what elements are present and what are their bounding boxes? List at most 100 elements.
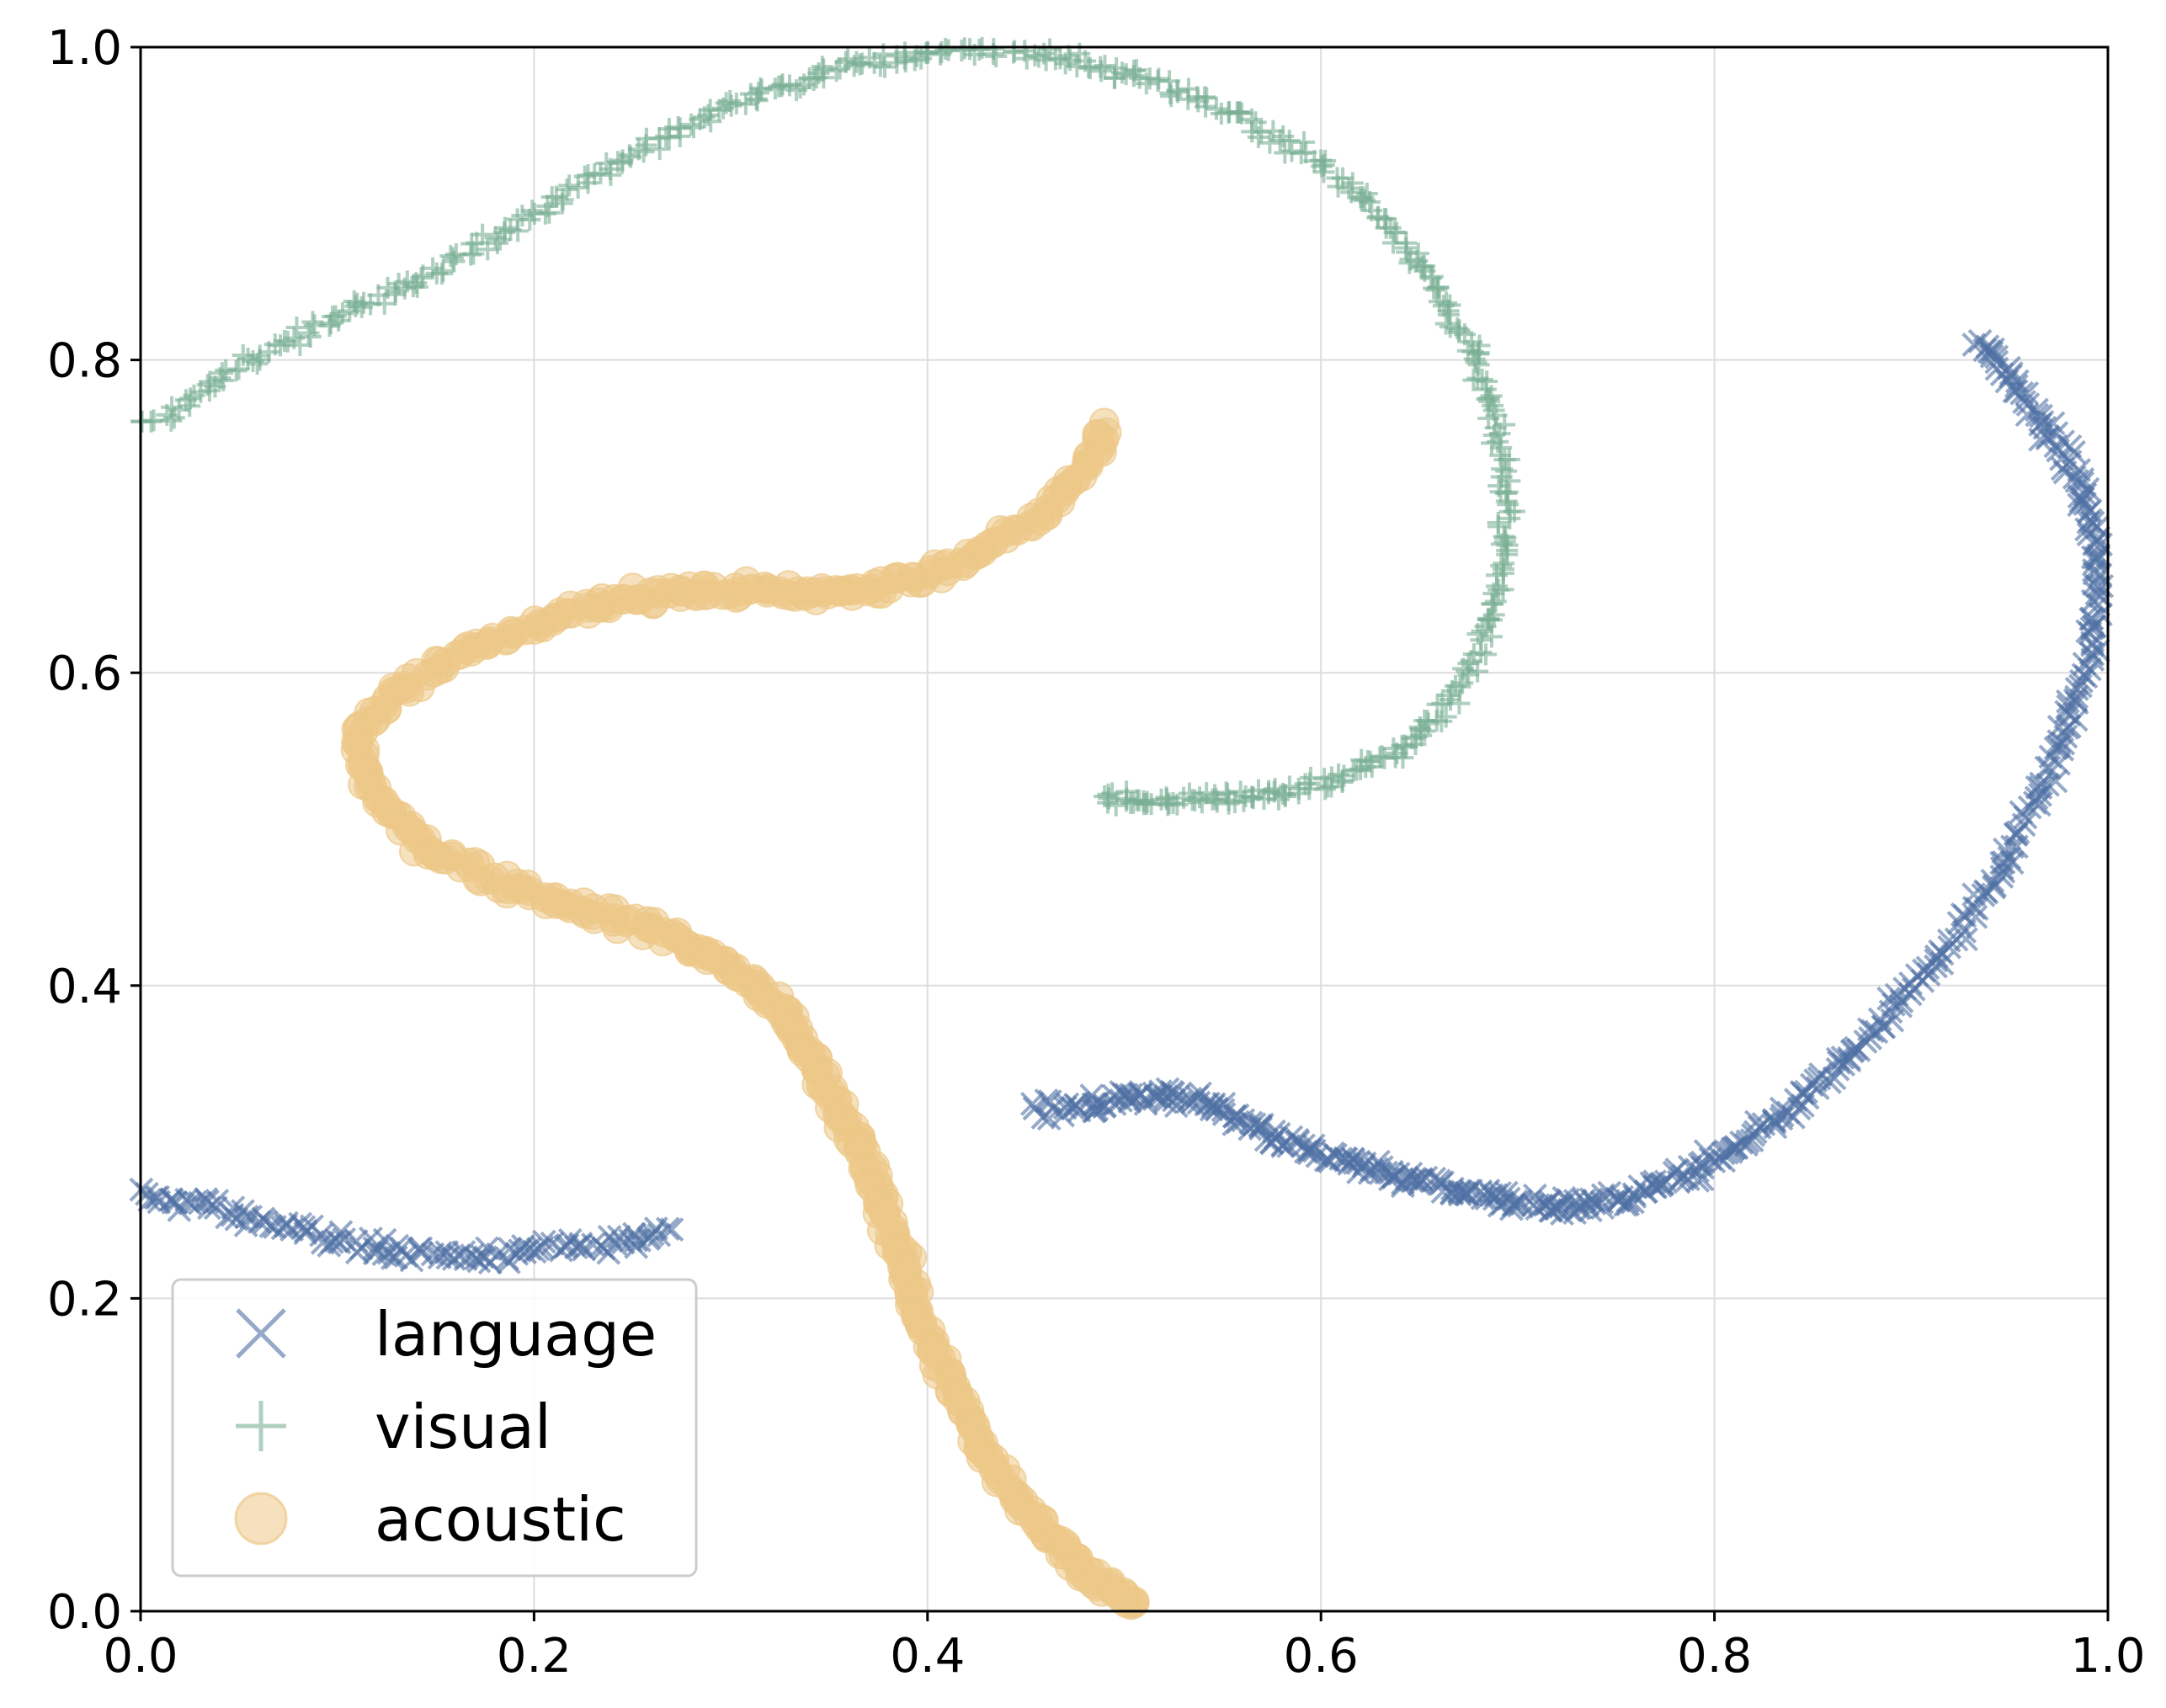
data-point <box>1434 705 1457 728</box>
data-point <box>167 1198 192 1222</box>
data-point <box>299 326 322 349</box>
x-tick-label: 0.8 <box>1677 1629 1752 1684</box>
data-point <box>399 1248 424 1273</box>
data-point <box>1493 530 1516 553</box>
x-tick-label: 0.0 <box>103 1629 178 1684</box>
data-point <box>212 369 235 391</box>
data-point <box>451 1240 476 1264</box>
data-point <box>353 291 375 314</box>
data-point <box>1054 52 1077 75</box>
data-point <box>1115 780 1138 803</box>
y-tick-label: 0.0 <box>47 1585 122 1640</box>
data-point <box>1817 1069 1842 1094</box>
data-point <box>1408 716 1431 738</box>
data-point <box>2078 641 2104 666</box>
data-point <box>567 177 589 200</box>
data-point <box>1211 1098 1236 1123</box>
data-point <box>1456 660 1478 683</box>
data-point <box>1487 578 1510 601</box>
data-point <box>1342 1151 1367 1175</box>
data-point <box>432 259 455 282</box>
data-point <box>985 45 1008 68</box>
data-point <box>1490 533 1513 556</box>
data-point <box>1094 54 1116 77</box>
data-point <box>531 1229 556 1254</box>
data-point <box>1327 175 1349 198</box>
data-point <box>331 302 354 325</box>
plot-frame <box>139 45 2110 1613</box>
data-point <box>1287 777 1310 800</box>
data-point <box>551 189 574 211</box>
legend-marker-circle <box>234 1492 288 1546</box>
data-point <box>746 89 769 112</box>
data-point <box>1984 356 2009 381</box>
data-point <box>227 358 250 380</box>
data-point <box>1370 745 1393 768</box>
data-point <box>273 330 295 353</box>
series-acoustic <box>340 407 1150 1620</box>
data-point <box>328 1220 354 1245</box>
data-point <box>556 178 578 201</box>
data-point <box>906 45 929 67</box>
y-tick-label: 0.4 <box>47 960 122 1014</box>
legend-label: visual <box>375 1391 551 1462</box>
data-point <box>1338 177 1360 200</box>
data-point <box>1769 1096 1794 1121</box>
data-point <box>1982 875 2006 900</box>
legend-label: language <box>375 1299 657 1370</box>
data-point <box>137 1188 162 1213</box>
data-point <box>2036 424 2061 449</box>
data-point <box>2078 508 2103 533</box>
data-point <box>577 163 599 186</box>
x-tick-label: 0.4 <box>890 1629 965 1684</box>
data-point <box>697 104 720 126</box>
data-point <box>1111 61 1134 84</box>
y-tick-label: 0.6 <box>47 646 122 701</box>
data-point <box>1090 60 1113 82</box>
data-point <box>599 163 622 186</box>
data-point <box>412 264 434 287</box>
data-point <box>1155 786 1178 809</box>
data-point <box>1395 237 1418 259</box>
x-tick-label: 0.2 <box>497 1629 572 1684</box>
data-point <box>1498 507 1521 529</box>
data-point <box>903 49 926 72</box>
data-point <box>462 242 485 265</box>
data-point <box>655 1216 680 1242</box>
data-point <box>2082 614 2107 639</box>
data-point <box>1349 186 1372 209</box>
data-point <box>1399 1168 1424 1194</box>
data-point <box>1924 954 1948 979</box>
axis-ticks: 0.0 0.2 0.4 0.6 0.8 1.0 0.0 0.2 0.4 0.6 0.8 1.0 <box>47 21 2146 1684</box>
data-point <box>1205 98 1227 120</box>
data-point <box>1434 312 1457 335</box>
x-tick-label: 0.6 <box>1284 1629 1359 1684</box>
legend-item-language: language <box>236 1299 657 1370</box>
data-point <box>471 223 494 246</box>
y-tick-label: 0.8 <box>47 334 122 389</box>
data-point <box>294 1218 318 1243</box>
data-point <box>441 247 464 269</box>
data-point <box>1259 131 1281 154</box>
data-point <box>659 1217 684 1242</box>
data-point <box>1508 1189 1533 1213</box>
data-point <box>248 344 271 367</box>
legend-marker-x <box>236 1308 286 1359</box>
data-point <box>1967 328 1993 354</box>
data-point <box>1312 161 1335 184</box>
series-visual <box>130 36 1525 817</box>
data-point <box>521 200 544 222</box>
data-point <box>1349 758 1372 780</box>
data-point <box>2028 775 2053 801</box>
y-tick-label: 0.2 <box>47 1272 122 1327</box>
data-point <box>1382 737 1405 760</box>
data-point <box>1961 333 1987 357</box>
data-point <box>734 93 757 115</box>
data-point <box>309 1222 334 1248</box>
data-point <box>1147 67 1170 90</box>
data-point <box>635 134 657 157</box>
data-point <box>1386 221 1408 244</box>
data-point <box>1964 897 1989 921</box>
data-point <box>493 216 516 239</box>
